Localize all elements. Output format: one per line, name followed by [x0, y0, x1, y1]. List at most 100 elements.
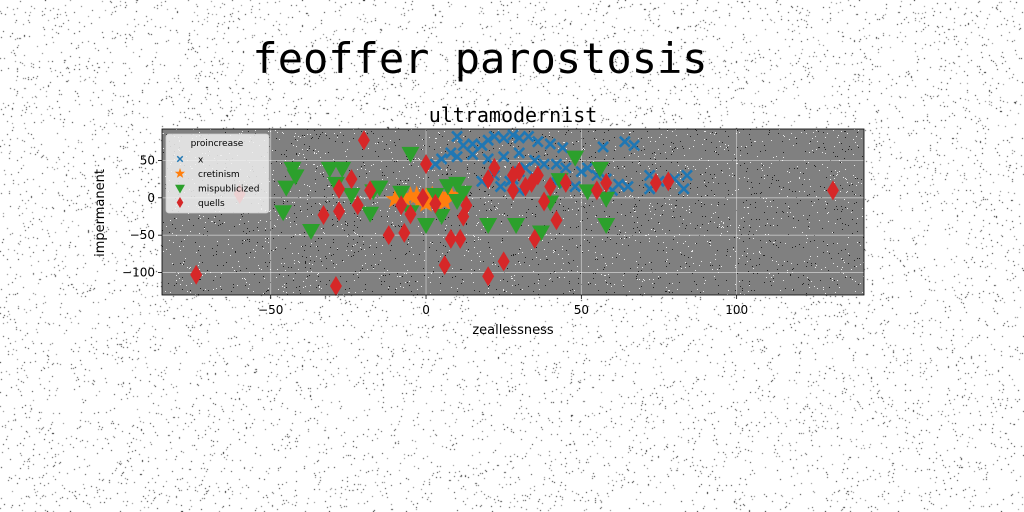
- legend-marker: [174, 168, 186, 178]
- data-point: [466, 138, 479, 150]
- data-point: [448, 194, 467, 211]
- axis-ticks: −50 0 50 100 −100 −50 0 50: [122, 153, 748, 317]
- data-point: [578, 184, 597, 201]
- data-point: [395, 195, 408, 216]
- data-point: [550, 158, 563, 171]
- data-point: [497, 150, 510, 163]
- series-2: [274, 146, 616, 242]
- data-point: [556, 141, 569, 154]
- x-tick-label: −50: [258, 303, 283, 317]
- data-point: [544, 138, 557, 150]
- data-point: [364, 180, 377, 201]
- data-point: [401, 186, 420, 205]
- series-0: [429, 129, 693, 197]
- legend-label: mispublicized: [198, 185, 260, 195]
- data-point: [460, 195, 473, 216]
- data-point: [628, 139, 641, 152]
- legend-label: cretinism: [198, 170, 240, 180]
- data-point: [444, 228, 457, 249]
- x-axis-label: zeallessness: [472, 323, 554, 338]
- data-point: [370, 180, 389, 197]
- data-point: [451, 150, 464, 163]
- data-point: [488, 130, 501, 143]
- data-point: [513, 161, 526, 182]
- chart-suptitle: feoffer parostosis: [252, 34, 707, 83]
- data-point: [333, 178, 346, 199]
- data-point: [569, 180, 582, 193]
- data-point: [538, 158, 550, 171]
- legend: proincrease x cretinism mispublicized quell…: [165, 133, 270, 214]
- data-point: [531, 165, 544, 186]
- x-tick-label: 100: [725, 303, 748, 317]
- data-point: [457, 139, 470, 152]
- y-tick-label: −100: [122, 266, 155, 280]
- legend-title: proincrease: [191, 139, 244, 149]
- data-point: [317, 204, 330, 225]
- x-tick-label: 0: [422, 303, 430, 317]
- data-point: [600, 172, 613, 193]
- data-point: [597, 191, 616, 208]
- data-point: [448, 176, 467, 193]
- data-point: [528, 228, 541, 249]
- data-point: [581, 161, 594, 174]
- data-point: [494, 180, 507, 193]
- data-point: [488, 157, 501, 178]
- data-point: [597, 141, 609, 153]
- legend-box: [165, 133, 270, 214]
- data-point: [454, 185, 473, 202]
- data-point: [497, 251, 510, 272]
- y-tick-label: 0: [147, 191, 155, 205]
- data-point: [438, 255, 451, 276]
- data-point: [429, 193, 442, 214]
- legend-label: quells: [198, 199, 225, 209]
- data-point: [550, 210, 563, 231]
- data-point: [333, 201, 346, 222]
- y-axis-label: impermanent: [93, 169, 108, 257]
- legend-label: x: [198, 156, 204, 166]
- data-point: [435, 192, 455, 211]
- data-point: [382, 225, 395, 246]
- data-point: [277, 180, 296, 197]
- data-point: [479, 217, 498, 234]
- data-point: [597, 217, 616, 234]
- data-point: [416, 187, 429, 208]
- data-point: [432, 208, 451, 225]
- data-point: [544, 176, 557, 197]
- data-point: [274, 205, 293, 222]
- data-point: [407, 185, 427, 204]
- data-point: [345, 169, 358, 190]
- y-tick-label: 50: [140, 153, 155, 167]
- data-point: [394, 187, 414, 206]
- data-point: [559, 161, 572, 174]
- legend-marker: [176, 155, 184, 163]
- data-point: [454, 228, 467, 249]
- data-point: [559, 172, 572, 193]
- data-point: [190, 264, 203, 285]
- data-point: [482, 152, 495, 165]
- data-point: [482, 169, 495, 190]
- data-points: [190, 129, 839, 297]
- data-point: [575, 165, 588, 178]
- x-tick-label: 50: [574, 303, 589, 317]
- data-point: [441, 184, 461, 203]
- data-point: [622, 180, 634, 193]
- data-point: [566, 150, 585, 167]
- data-point: [507, 129, 519, 141]
- data-point: [528, 154, 541, 167]
- data-point: [507, 180, 519, 201]
- data-point: [302, 223, 321, 240]
- y-tick-label: −50: [130, 228, 155, 242]
- data-point: [401, 146, 420, 163]
- data-point: [590, 161, 609, 178]
- data-point: [392, 185, 411, 202]
- data-point: [398, 222, 411, 243]
- data-point: [385, 189, 405, 208]
- legend-marker: [176, 197, 184, 208]
- data-point: [497, 132, 510, 144]
- series-3: [190, 130, 839, 297]
- plot-frame: [161, 128, 865, 296]
- data-point: [444, 147, 457, 159]
- data-point: [361, 206, 380, 223]
- data-point: [417, 217, 436, 234]
